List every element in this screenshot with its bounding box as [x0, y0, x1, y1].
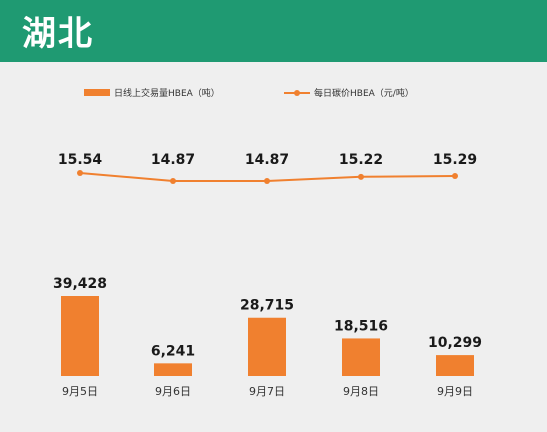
price-point-4: [358, 173, 364, 180]
legend-label-volume: 日线上交易量HBEA（吨）: [114, 89, 220, 99]
legend-bar-swatch-icon: [84, 89, 110, 96]
bar-value-label-1: 39,428: [53, 276, 107, 292]
price-point-3: [264, 178, 270, 184]
x-tick-label-5: 9月9日: [437, 385, 473, 398]
bar-4: [342, 338, 380, 376]
bar-value-label-3: 28,715: [240, 298, 294, 314]
chart-legend: 日线上交易量HBEA（吨） 每日碳价HBEA（元/吨）: [0, 86, 547, 102]
bar-value-label-4: 18,516: [334, 318, 388, 334]
x-tick-label-3: 9月7日: [249, 385, 285, 398]
price-value-label-1: 15.54: [58, 152, 103, 168]
price-point-1: [77, 170, 83, 176]
bar-value-label-2: 6,241: [151, 343, 195, 359]
price-point-2: [170, 178, 176, 184]
bar-5: [436, 355, 474, 376]
bar-value-label-5: 10,299: [428, 335, 482, 351]
bar-1: [61, 296, 99, 376]
price-value-label-3: 14.87: [245, 152, 289, 168]
x-tick-label-2: 9月6日: [155, 385, 191, 398]
header-banner: 湖北: [0, 0, 547, 62]
price-value-label-4: 15.22: [339, 152, 383, 168]
bar-3: [248, 317, 286, 376]
page-title: 湖北: [22, 14, 94, 54]
price-value-label-2: 14.87: [151, 152, 195, 168]
legend-item-volume: 日线上交易量HBEA（吨）: [84, 86, 220, 99]
x-tick-label-1: 9月5日: [62, 385, 98, 398]
legend-line-swatch-icon: [284, 89, 310, 96]
legend-item-price: 每日碳价HBEA（元/吨）: [284, 86, 414, 99]
legend-label-price: 每日碳价HBEA（元/吨）: [314, 89, 414, 99]
x-tick-label-4: 9月8日: [343, 385, 379, 398]
bar-2: [154, 363, 192, 376]
price-value-label-5: 15.29: [433, 152, 477, 168]
price-point-5: [452, 172, 458, 179]
